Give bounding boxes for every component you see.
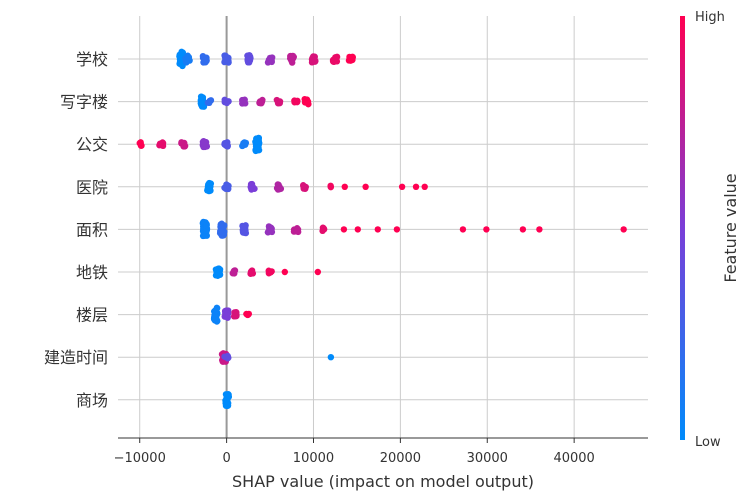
shap-point <box>156 142 163 149</box>
shap-point <box>207 97 215 104</box>
feature-label: 公交 <box>76 135 108 154</box>
shap-point <box>330 58 338 66</box>
shap-point <box>320 225 327 233</box>
x-tick-label: 10000 <box>293 451 334 466</box>
shap-point <box>314 268 322 276</box>
shap-point <box>536 226 543 233</box>
shap-point <box>198 103 206 110</box>
shap-point <box>181 142 189 150</box>
shap-point <box>217 228 224 235</box>
colorbar <box>680 16 685 440</box>
shap-point <box>200 143 207 151</box>
shap-point <box>202 56 209 64</box>
colorbar-title: Feature value <box>721 173 740 282</box>
data-points <box>136 48 627 410</box>
shap-point <box>294 226 301 233</box>
shap-point <box>266 57 273 64</box>
shap-point <box>291 97 299 105</box>
shap-point <box>248 268 255 276</box>
shap-point <box>254 137 262 145</box>
shap-point <box>214 317 221 325</box>
x-gridlines <box>139 16 575 438</box>
shap-point <box>620 226 627 233</box>
colorbar-high-label: High <box>695 10 725 25</box>
shap-point <box>137 139 144 146</box>
shap-point <box>223 312 231 319</box>
x-ticks: −10000 0 10000 20000 30000 40000 <box>114 438 595 466</box>
feature-label: 学校 <box>76 50 108 69</box>
feature-label: 地铁 <box>76 263 108 282</box>
shap-point <box>183 56 191 63</box>
shap-point <box>207 187 214 194</box>
shap-point <box>221 353 228 360</box>
shap-point <box>222 400 229 407</box>
shap-point <box>362 183 369 190</box>
shap-point <box>398 183 406 190</box>
x-tick-label: 0 <box>222 451 230 466</box>
feature-row-lines <box>118 58 648 401</box>
shap-point <box>374 226 381 233</box>
feature-label: 面积 <box>76 220 108 239</box>
x-tick-label: 20000 <box>380 451 421 466</box>
shap-point <box>421 183 428 190</box>
shap-point <box>412 183 420 190</box>
shap-point <box>240 224 247 231</box>
shap-point <box>483 226 490 233</box>
shap-point <box>224 182 232 189</box>
shap-point <box>348 56 355 63</box>
shap-point <box>215 268 223 275</box>
shap-point <box>519 226 527 233</box>
shap-point <box>245 310 253 318</box>
feature-label: 楼层 <box>76 306 108 325</box>
shap-point <box>303 98 310 106</box>
shap-point <box>255 144 262 151</box>
shap-point <box>308 59 316 66</box>
shap-point <box>223 55 230 63</box>
shap-point <box>178 48 185 56</box>
x-tick-label: −10000 <box>114 451 166 466</box>
shap-point <box>250 184 257 191</box>
shap-point <box>241 229 249 236</box>
shap-point <box>232 308 240 316</box>
shap-point <box>340 226 348 233</box>
x-axis-title: SHAP value (impact on model output) <box>232 472 534 491</box>
shap-point <box>341 183 348 190</box>
shap-point <box>276 185 283 193</box>
shap-point <box>276 99 283 107</box>
feature-label: 写字楼 <box>60 93 108 112</box>
shap-point <box>327 182 334 190</box>
shap-point <box>257 99 264 107</box>
shap-point <box>289 52 297 60</box>
shap-point <box>203 222 210 229</box>
x-tick-label: 40000 <box>553 451 594 466</box>
shap-point <box>239 98 246 105</box>
shap-point <box>241 141 249 148</box>
shap-point <box>221 141 229 148</box>
shap-point <box>201 138 208 146</box>
shap-point <box>265 228 272 235</box>
shap-point <box>281 268 289 276</box>
shap-point <box>230 268 237 275</box>
shap-point <box>223 99 230 106</box>
x-tick-label: 30000 <box>467 451 508 466</box>
feature-label: 商场 <box>76 391 108 410</box>
shap-point <box>222 391 230 398</box>
shap-point <box>393 226 401 233</box>
shap-point <box>213 304 221 312</box>
feature-label: 建造时间 <box>44 348 108 367</box>
shap-point <box>459 226 467 233</box>
shap-point <box>327 354 335 361</box>
colorbar-low-label: Low <box>695 435 721 450</box>
feature-label: 医院 <box>76 178 108 197</box>
shap-point <box>354 226 362 233</box>
shap-point <box>244 56 251 63</box>
shap-point <box>268 268 275 275</box>
shap-point <box>300 185 307 192</box>
shap-point <box>197 97 205 105</box>
